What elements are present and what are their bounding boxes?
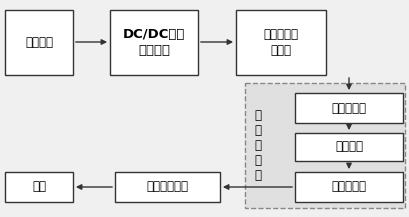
Text: 整流模块: 整流模块 [25, 36, 53, 49]
Bar [115, 172, 220, 202]
Bar [110, 10, 198, 75]
Bar [245, 83, 405, 208]
Text: 负载: 负载 [32, 181, 46, 194]
Bar [5, 10, 73, 75]
Text: 滤波单元: 滤波单元 [335, 140, 363, 153]
Bar [236, 10, 326, 75]
Text: 分段恒流输
出模块: 分段恒流输 出模块 [263, 28, 299, 56]
Bar [295, 172, 403, 202]
Text: DC/DC脉冲
恒流模块: DC/DC脉冲 恒流模块 [123, 28, 185, 56]
Bar [295, 93, 403, 123]
Text: 抗
干
扰
模
块: 抗 干 扰 模 块 [254, 109, 261, 182]
Text: 串并转换器: 串并转换器 [332, 181, 366, 194]
Bar [295, 133, 403, 161]
Text: 电流保护模块: 电流保护模块 [146, 181, 189, 194]
Bar [5, 172, 73, 202]
Text: 并串转换器: 并串转换器 [332, 102, 366, 115]
